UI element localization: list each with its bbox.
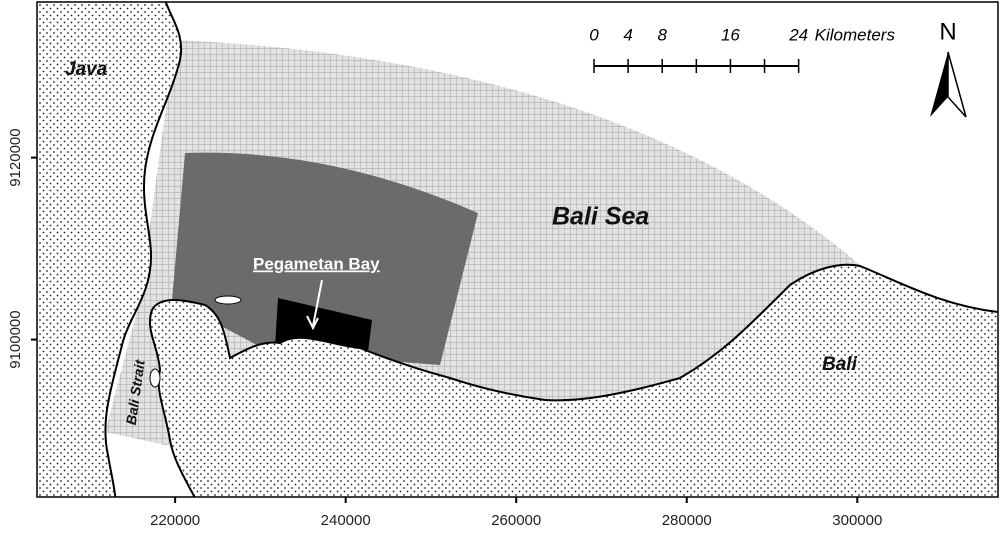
scale-label: 8: [657, 25, 667, 44]
bali-land: [148, 263, 998, 497]
islet: [149, 368, 161, 388]
north-arrow-left: [930, 52, 948, 117]
y-tick-label: 9120000: [7, 128, 24, 186]
frame: [36, 1, 999, 498]
nested-domain: [172, 152, 478, 365]
north-label: N: [939, 18, 956, 45]
island: [214, 295, 242, 305]
x-tick-label: 300000: [832, 512, 882, 529]
java-label: Java: [65, 59, 108, 80]
north-arrow-right: [947, 51, 967, 118]
scale-unit: Kilometers: [815, 25, 896, 44]
x-tick-label: 260000: [491, 512, 541, 529]
bay-arrow: [306, 279, 323, 331]
scale-bar: 0 4 8 16 24 Kilometers: [589, 25, 895, 73]
java-land: [37, 2, 183, 497]
x-tick-label: 280000: [662, 512, 712, 529]
scale-label: 4: [623, 25, 632, 44]
x-tick-label: 240000: [321, 512, 371, 529]
bali-label: Bali: [822, 354, 858, 375]
bay-label: Pegametan Bay: [253, 254, 380, 273]
scale-label: 0: [589, 25, 599, 44]
scale-label: 16: [721, 25, 740, 44]
x-tick-label: 220000: [150, 512, 200, 529]
scale-label: 24: [788, 25, 808, 44]
axes: 220000 240000 260000 280000 300000 9100000 912…: [7, 128, 882, 529]
bali-sea-label: Bali Sea: [552, 203, 649, 231]
y-tick-label: 9100000: [7, 310, 24, 368]
